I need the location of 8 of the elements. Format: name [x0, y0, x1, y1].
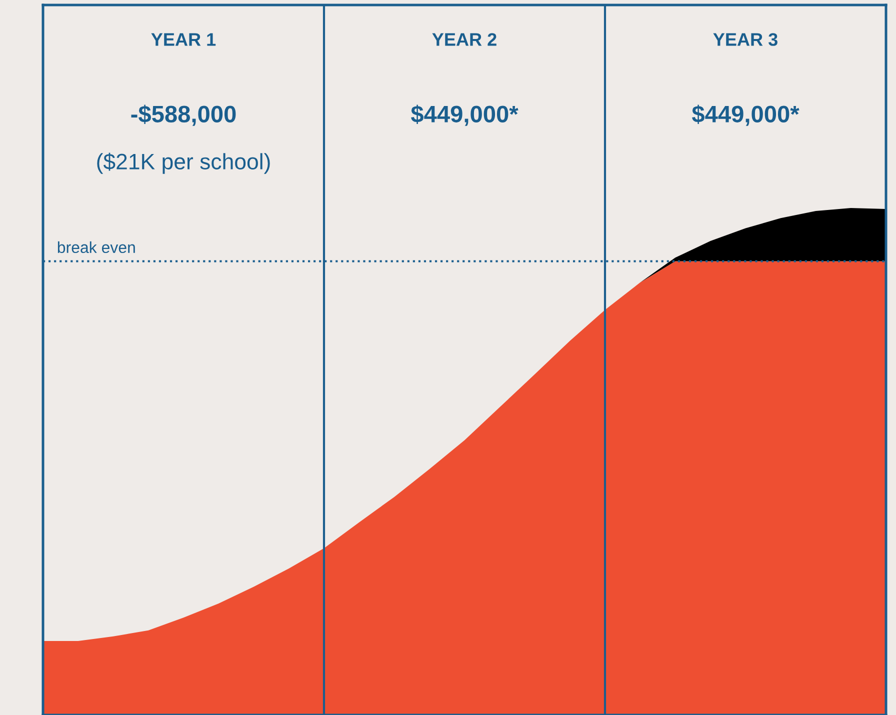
ref-line-label: break even: [58, 241, 135, 254]
text: $449,000*: [692, 104, 800, 126]
text: -$588,000: [131, 104, 236, 126]
x-tick-label: YEAR 3: [713, 33, 778, 46]
text: ($21K per school): [97, 152, 270, 174]
x-tick-label: YEAR 1: [151, 33, 216, 46]
x-tick-label: YEAR 2: [432, 33, 496, 46]
text: $449,000*: [410, 104, 518, 126]
